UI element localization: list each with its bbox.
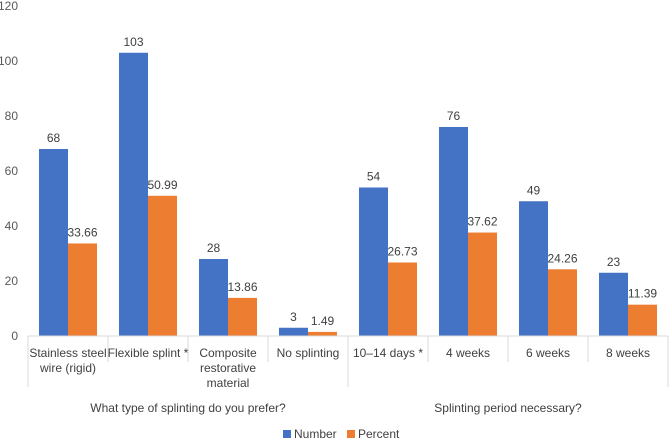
category-label: material	[207, 376, 250, 390]
bar-percent	[388, 262, 417, 336]
data-label-number: 68	[47, 131, 61, 145]
bar-number	[359, 187, 388, 336]
legend-label-percent: Percent	[358, 427, 400, 440]
category-label: Flexible splint *	[108, 346, 189, 360]
data-label-percent: 33.66	[67, 225, 97, 239]
data-label-number: 103	[123, 35, 143, 49]
y-axis: 0 20 40 60 80 100 120	[0, 0, 18, 343]
data-label-percent: 11.39	[628, 287, 657, 301]
data-label-number: 3	[290, 310, 297, 324]
group-label: Splinting period necessary?	[434, 401, 582, 415]
category-label: Stainless steel	[29, 346, 106, 360]
y-tick-label: 80	[5, 109, 19, 123]
category-label: 6 weeks	[526, 346, 570, 360]
legend-swatch-number	[283, 430, 291, 438]
data-label-percent: 37.62	[467, 215, 497, 229]
category-label: 10–14 days *	[353, 346, 423, 360]
category-label: wire (rigid)	[39, 361, 96, 375]
bar-number	[519, 201, 548, 336]
bar-percent	[548, 269, 577, 336]
bars	[39, 52, 657, 336]
bar-percent	[148, 195, 177, 336]
data-labels: 68 103 28 3 54 76 49 23 33.66 50.99 13.86 1.49 26.73…	[47, 35, 658, 328]
bar-number	[439, 127, 468, 336]
data-label-percent: 26.73	[387, 244, 417, 258]
legend-label-number: Number	[294, 427, 337, 440]
y-tick-label: 100	[0, 54, 18, 68]
category-label: Composite	[199, 346, 257, 360]
y-tick-label: 40	[5, 219, 19, 233]
bar-number	[279, 327, 308, 336]
data-label-percent: 13.86	[227, 280, 257, 294]
data-label-number: 23	[607, 255, 621, 269]
category-label: 8 weeks	[606, 346, 650, 360]
data-label-percent: 24.26	[547, 251, 577, 265]
data-label-number: 28	[207, 241, 221, 255]
category-label: restorative	[200, 361, 256, 375]
bar-number	[39, 149, 68, 336]
bar-number	[119, 52, 148, 336]
legend-swatch-percent	[347, 430, 355, 438]
data-label-percent: 50.99	[147, 178, 177, 192]
y-tick-label: 0	[11, 329, 18, 343]
y-tick-label: 120	[0, 0, 18, 13]
data-label-number: 54	[367, 170, 381, 184]
group-label: What type of splinting do you prefer?	[90, 401, 286, 415]
category-label: No splinting	[277, 346, 340, 360]
data-label-number: 49	[527, 183, 541, 197]
bar-number	[199, 259, 228, 336]
category-label: 4 weeks	[446, 346, 490, 360]
bar-percent	[228, 297, 257, 336]
bar-percent	[308, 331, 337, 336]
bar-number	[599, 272, 628, 336]
y-tick-label: 20	[5, 274, 19, 288]
bar-percent	[468, 232, 497, 336]
y-tick-label: 60	[5, 164, 19, 178]
bar-percent	[68, 243, 97, 336]
bar-percent	[628, 304, 657, 336]
data-label-number: 76	[447, 109, 461, 123]
legend: Number Percent	[283, 427, 400, 440]
data-label-percent: 1.49	[311, 314, 335, 328]
